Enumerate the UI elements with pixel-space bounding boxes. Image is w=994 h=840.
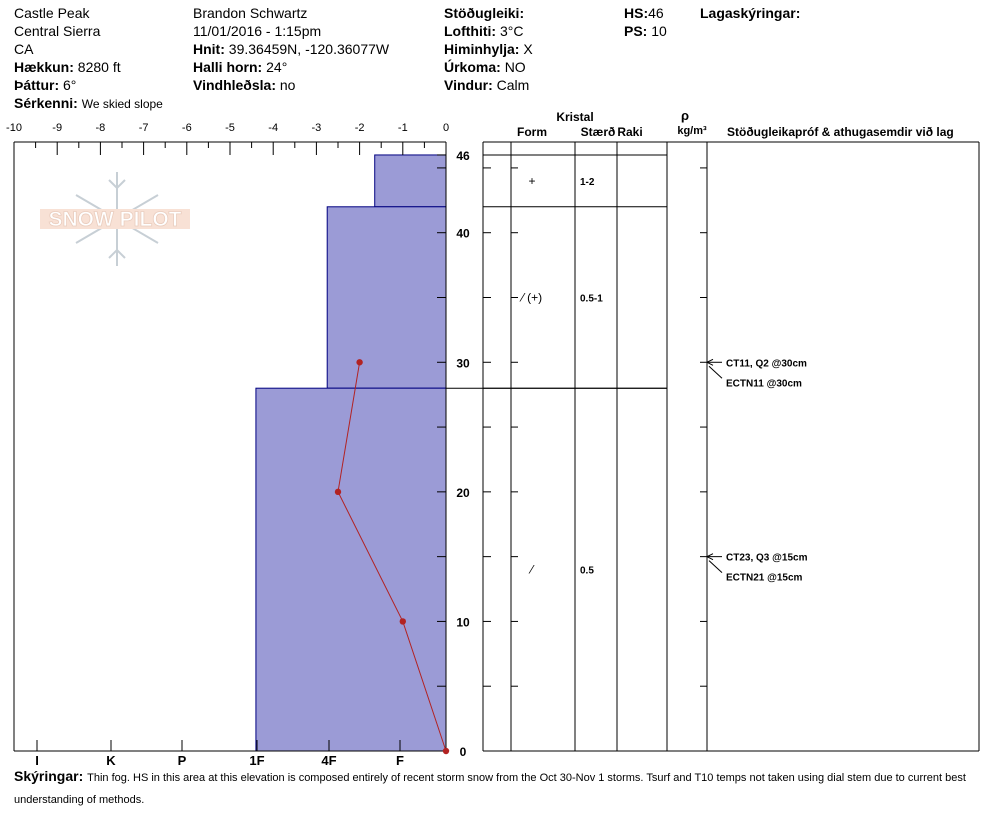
temp-point xyxy=(442,747,450,755)
temp-tick-label: -7 xyxy=(139,122,149,134)
temp-tick-label: -9 xyxy=(52,122,62,134)
aspect: Þáttur: 6° xyxy=(14,77,77,93)
stability: Stöðugleiki: xyxy=(444,5,525,21)
depth-tick-label: 30 xyxy=(456,356,470,370)
temp-tick-label: -1 xyxy=(398,122,408,134)
stability-tests: CT11, Q2 @30cm ECTN11 @30cm CT23, Q3 @15cm… xyxy=(705,358,808,584)
depth-tick-label: 40 xyxy=(456,227,470,241)
test-arrow-head xyxy=(705,358,714,366)
hardness-tick-label: 1F xyxy=(249,753,264,766)
logo-text: SNOW PILOT xyxy=(49,208,182,231)
temp-tick-label: -10 xyxy=(6,122,22,134)
header-form: Form xyxy=(517,125,547,139)
test-label: ECTN11 @30cm xyxy=(726,378,802,389)
depth-tick-label: 0 xyxy=(460,745,467,759)
hardness-tick-label: I xyxy=(35,753,39,766)
observer-name: Brandon Schwartz xyxy=(193,5,308,21)
feature: Sérkenni: We skied slope xyxy=(14,95,163,111)
header-rho: ρ xyxy=(681,108,689,123)
precipitation: Úrkoma: NO xyxy=(444,59,526,75)
depth-axis: 46 40 30 20 10 0 xyxy=(437,149,707,759)
depth-block: HS:46 PS: 10 xyxy=(624,4,667,40)
layer-size: 0.5-1 xyxy=(580,293,603,304)
mountain-range: Central Sierra xyxy=(14,23,101,39)
depth-tick-label: 10 xyxy=(456,615,470,629)
layer-size: 1-2 xyxy=(580,177,595,188)
depth-tick-label: 20 xyxy=(456,486,470,500)
temp-point xyxy=(399,618,406,625)
hardness-bar-2 xyxy=(255,387,447,752)
layer-form: ⁄ xyxy=(528,563,535,577)
snowpilot-logo: SNOW PILOT xyxy=(40,172,190,266)
hardness-tick-label: K xyxy=(106,753,116,766)
elevation: Hækkun: 8280 ft xyxy=(14,59,121,75)
temp-tick-label: 0 xyxy=(443,122,449,134)
snow-profile-chart: SNOW PILOT -10 -9 -8 -7 -6 -5 -4 -3 -2 -1 0 I K P 1F 4… xyxy=(6,108,980,766)
penetration: PS: 10 xyxy=(624,23,667,39)
hardness-tick-label: 4F xyxy=(321,753,336,766)
temp-tick-label: -5 xyxy=(225,122,235,134)
location-block: Castle Peak Central Sierra CA Hækkun: 82… xyxy=(14,4,163,113)
header-moisture: Raki xyxy=(617,125,642,139)
layer-size: 0.5 xyxy=(580,566,594,577)
header-crystal: Kristal xyxy=(556,110,593,124)
temp-tick-label: -6 xyxy=(182,122,192,134)
temp-point xyxy=(356,359,363,366)
temp-tick-label: -2 xyxy=(355,122,365,134)
total-snow-depth: HS:46 xyxy=(624,5,664,21)
header-density-unit: kg/m³ xyxy=(677,125,707,137)
observer-block: Brandon Schwartz 11/01/2016 - 1:15pm Hni… xyxy=(193,4,389,94)
table-layer-rows: +1-2 ⁄ (+) 0.5-1 ⁄ 0.5 xyxy=(446,154,667,752)
wind-loading: Vindhleðsla: no xyxy=(193,77,296,93)
hardness-tick-label: P xyxy=(178,753,187,766)
air-temp: Lofthiti: 3°C xyxy=(444,23,524,39)
conditions-block: Stöðugleiki: Lofthiti: 3°C Himinhylja: X… xyxy=(444,4,533,94)
hardness-bar-1 xyxy=(326,206,447,389)
observation-datetime: 11/01/2016 - 1:15pm xyxy=(193,23,322,39)
crystal-table xyxy=(482,141,980,752)
comments: Skýringar: Thin fog. HS in this area at … xyxy=(14,766,994,810)
test-arrow-2 xyxy=(708,560,723,574)
comments-label: Skýringar: xyxy=(14,768,84,784)
temp-tick-label: -3 xyxy=(312,122,322,134)
hardness-bar-0 xyxy=(374,154,447,208)
comments-text: Thin fog. HS in this area at this elevat… xyxy=(14,772,966,806)
temperature-axis: -10 -9 -8 -7 -6 -5 -4 -3 -2 -1 0 xyxy=(6,122,449,155)
temp-tick-label: -8 xyxy=(96,122,106,134)
hardness-layers xyxy=(255,154,447,752)
header-size: Stærð xyxy=(581,125,616,139)
layer-notes: Lagaskýringar: xyxy=(700,5,801,21)
hardness-tick-label: F xyxy=(396,753,404,766)
depth-tick-label: 46 xyxy=(456,149,470,163)
slope-angle: Halli horn: 24° xyxy=(193,59,288,75)
test-label: CT23, Q3 @15cm xyxy=(726,553,808,564)
test-arrow-2 xyxy=(708,365,723,379)
hardness-axis: I K P 1F 4F F xyxy=(35,740,404,766)
location-name: Castle Peak xyxy=(14,5,90,21)
temp-point xyxy=(334,488,342,496)
temperature-profile xyxy=(334,359,450,755)
wind: Vindur: Calm xyxy=(444,77,530,93)
test-label: ECTN21 @15cm xyxy=(726,573,803,584)
temp-line xyxy=(337,362,447,752)
state: CA xyxy=(14,41,34,57)
test-arrow-head xyxy=(705,553,714,561)
sky-cover: Himinhylja: X xyxy=(444,41,533,57)
test-label: CT11, Q2 @30cm xyxy=(726,358,807,369)
layer-form: + xyxy=(528,174,535,188)
layer-form: ⁄ (+) xyxy=(519,290,542,304)
coordinates: Hnit: 39.36459N, -120.36077W xyxy=(193,41,390,57)
temp-tick-label: -4 xyxy=(268,122,278,134)
header-stability-tests: Stöðugleikapróf & athugasemdir við lag xyxy=(727,125,954,139)
